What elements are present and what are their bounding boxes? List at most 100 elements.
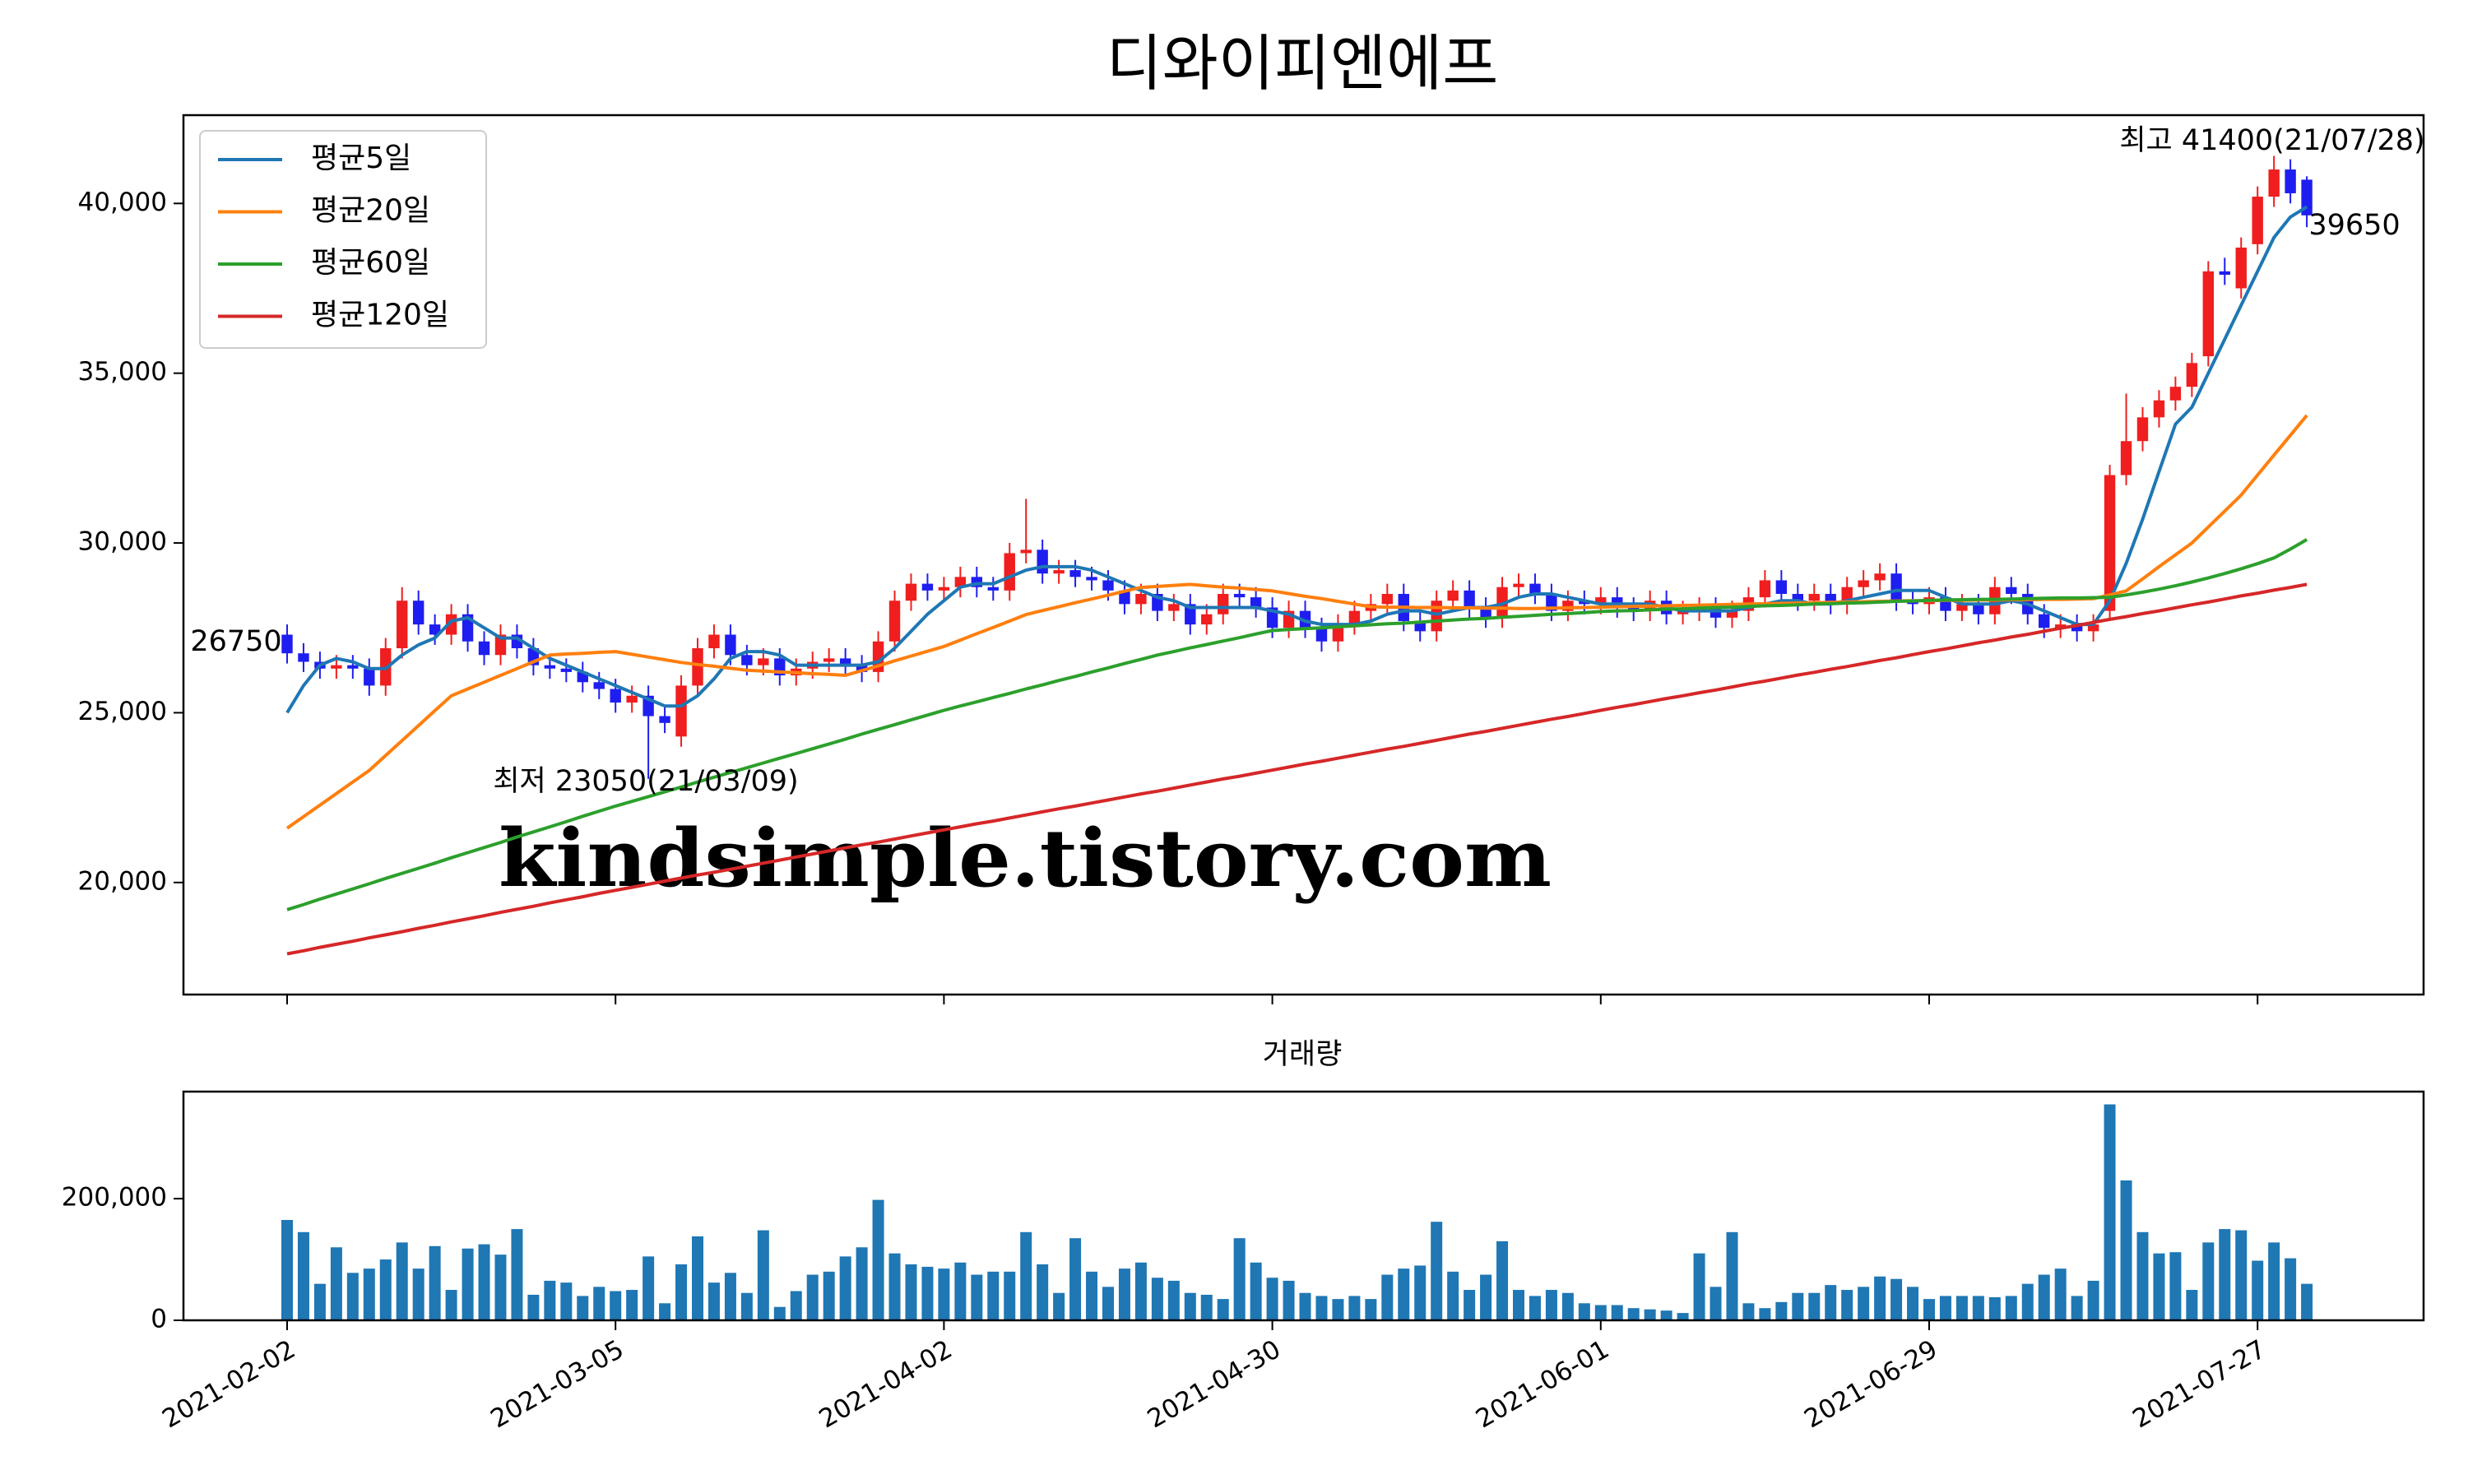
volume-bar [1923,1299,1935,1320]
volume-bar [429,1245,441,1320]
candle-body [1464,590,1475,608]
volume-bar [1792,1292,1804,1320]
volume-bar [1841,1290,1853,1320]
candle-body [1480,607,1491,618]
volume-bar [1972,1296,1984,1320]
axes-frame [182,1090,2425,1322]
volume-bar [1693,1253,1705,1320]
volume-bar [1726,1231,1738,1320]
volume-bar [626,1290,638,1320]
axes-frame [182,114,2425,996]
candle-body [2202,271,2215,357]
volume-bar [2301,1283,2313,1320]
candle-body [429,624,441,635]
candle-body [1086,577,1097,581]
volume-bar [1217,1299,1229,1320]
candle-body [1381,593,1394,605]
y-tick-label: 30,000 [78,527,167,557]
candle-body [2219,271,2230,275]
candle-body [1579,601,1590,605]
volume-bar [1939,1296,1951,1320]
volume-bar [1529,1296,1541,1320]
volume-bar [1381,1274,1394,1320]
candle-body [2071,624,2083,632]
volume-bar [2202,1242,2215,1320]
volume-bar [888,1253,901,1320]
candle-body [1135,593,1147,605]
volume-bar [659,1303,671,1320]
candle-body [2285,169,2296,193]
candle-body [1119,590,1130,605]
candle-body [2169,387,2182,401]
candle-body [2252,197,2263,244]
candle-body [544,665,556,669]
volume-bar [2087,1280,2099,1320]
volume-bar [2104,1104,2116,1320]
volume-bar [1398,1268,1410,1320]
volume-bar [2169,1252,2182,1320]
candle-body [675,685,687,737]
ma-line [286,582,2308,956]
volume-bar [2005,1296,2017,1320]
volume-bar [1283,1280,1295,1320]
volume-bar [1069,1238,1082,1320]
volume-bar [1332,1299,1344,1320]
volume-bar [1118,1268,1130,1320]
legend-label: 평균5일 [311,141,411,175]
candle-body [1447,590,1459,601]
volume-bar [2120,1180,2132,1320]
candle-body [2104,475,2116,611]
volume-bar [1611,1305,1623,1320]
volume-bar [1037,1264,1049,1320]
volume-bar [643,1256,655,1320]
volume-bar [1414,1265,1427,1320]
volume-bar [281,1220,293,1320]
candle-body [1218,593,1229,614]
volume-bar [1447,1271,1459,1320]
candle-body [2006,587,2017,594]
candle-body [2301,179,2313,216]
volume-bar [692,1236,703,1320]
legend-label: 평균60일 [311,246,430,280]
candle-body [659,716,670,723]
volume-bar [1086,1271,1098,1320]
annotation: 39650 [2308,209,2400,242]
candle-body [1037,550,1048,574]
candle-body [1956,604,1968,611]
volume-bar [1677,1313,1689,1320]
candle-body [1069,570,1081,577]
volume-bar [412,1268,424,1320]
candle-body [626,695,638,703]
volume-bar [1513,1290,1524,1320]
volume-bar [757,1230,769,1320]
volume-bar [905,1264,917,1320]
volume-bar [1759,1308,1771,1320]
volume-bar [1594,1305,1607,1320]
volume-bar [938,1268,950,1320]
volume-bar [1545,1290,1557,1320]
volume-bar [856,1247,868,1320]
volume-bar [2038,1274,2050,1320]
legend-label: 평균120일 [311,299,449,332]
candle-body [478,641,490,656]
volume-bar [610,1291,622,1320]
y-tick-label: 35,000 [78,357,167,387]
volume-bar [1365,1299,1377,1320]
chart-title: 디와이피엔에프 [1106,29,1499,100]
volume-bar [1167,1280,1180,1320]
volume-bar [1184,1292,1196,1320]
candle-body [758,658,769,665]
candle-body [1677,610,1689,614]
candle-body [905,583,917,601]
candle-body [1775,580,1788,594]
volume-bar [1874,1276,1886,1320]
y-tick-label: 25,000 [78,697,167,726]
volume-bar [2285,1258,2297,1320]
candle-body [560,668,573,672]
candle-body [1595,597,1607,605]
candle-body [610,689,621,703]
volume-bar [560,1282,573,1320]
candle-body [2186,363,2198,387]
candle-body [347,665,359,669]
